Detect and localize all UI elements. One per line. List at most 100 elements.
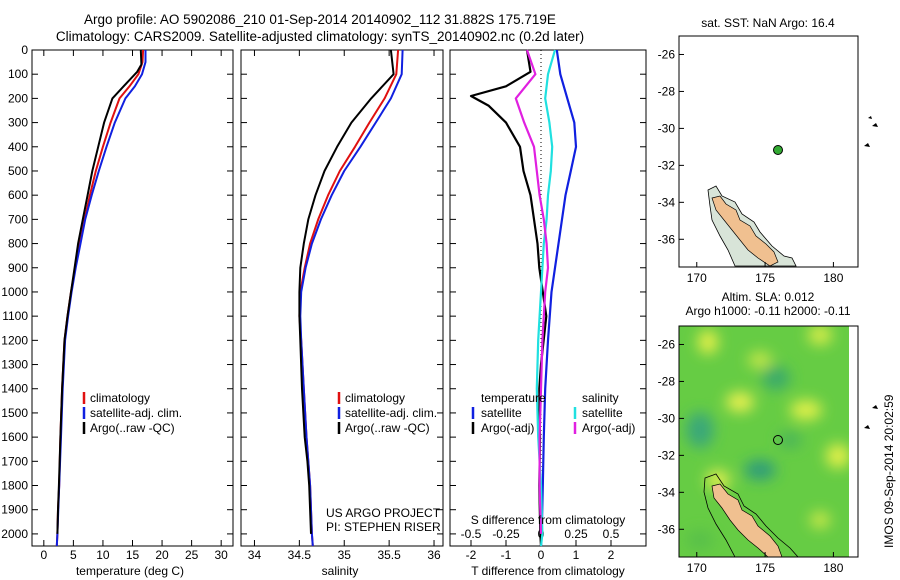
depth-tick-label: 500 [8,164,28,178]
salinity-legend: climatology satellite-adj. clim. Argo(..… [337,391,437,435]
map-lat-label: -32 [658,448,676,462]
map-lat-label: -36 [658,232,676,246]
x-tick-label: 35.5 [377,548,401,562]
x-tick-label: 30 [214,548,228,562]
legend-label-climatology: climatology [90,391,150,405]
s-tick-label: 0.25 [564,527,588,541]
difference-panel-frame [449,49,647,547]
x-tick-label: -1 [501,548,512,562]
pi-credit: PI: STEPHEN RISER [326,520,441,534]
sst-map: sat. SST: NaN Argo: 16.4 -26 -28 -30 -32 -34… [658,16,878,285]
altimetry-map: Altim. SLA: 0.012 Argo h1000: -0.11 h200… [658,290,878,575]
depth-tick-label: 0 [21,43,28,57]
x-tick-label: -2 [466,548,477,562]
difference-series [469,49,578,547]
x-tick-label: 5 [70,548,77,562]
map-lat-label: -34 [658,195,676,209]
depth-tick-label: 400 [8,140,28,154]
legend-label-satellite: satellite-adj. clim. [90,406,182,420]
legend-label-argo: Argo(..raw -QC) [90,421,175,435]
map-lat-label: -36 [658,522,676,536]
sst-map-land [711,195,779,267]
legend-label-climatology: climatology [345,391,405,405]
depth-tick-label: 1300 [1,358,28,372]
map-lon-label: 175 [755,561,775,575]
legend-label-t-argo: Argo(-adj) [481,421,534,435]
salinity-panel-frame [240,49,444,547]
series-line-salinity-argo-adj [514,49,550,534]
x-tick-label: 20 [155,548,169,562]
argo-float-marker [773,145,783,155]
map-lat-label: -30 [658,411,676,425]
depth-axis-ticks: 0 100 200 300 400 500 600 700 800 900 1000 1100 1200… [1,43,646,541]
legend-label-t-satellite: satellite [481,406,522,420]
depth-tick-label: 1400 [1,382,28,396]
series-line-argo-raw-qc [56,49,143,534]
legend-label-satellite: satellite-adj. clim. [345,406,437,420]
depth-tick-label: 2000 [1,527,28,541]
project-credit: US ARGO PROJECT [326,506,441,520]
sst-map-ticks: -26 -28 -30 -32 -34 -36 170 175 180 [658,47,844,285]
depth-tick-label: 1000 [1,285,28,299]
header-line-1: Argo profile: AO 5902086_210 01-Sep-2014… [84,12,556,27]
legend-label-s-satellite: satellite [582,406,623,420]
series-line-temperature-argo-adj [469,49,548,547]
altimetry-map-islands [864,405,878,429]
depth-tick-label: 1600 [1,430,28,444]
depth-tick-label: 1200 [1,333,28,347]
header-line-2: Climatology: CARS2009. Satellite-adjuste… [55,29,585,44]
sst-map-background [679,36,858,267]
x-tick-label: 1 [573,548,580,562]
difference-panel: -2 -1 0 1 2-0.5 -0.25 0 0.25 0.5 S difference fr… [449,49,647,578]
x-tick-label: 2 [608,548,615,562]
x-tick-label: 34 [248,548,262,562]
legend-head-salinity: salinity [582,391,619,405]
salinity-axis-label: salinity [322,564,359,578]
salinity-panel: 34 34.5 35 35.5 36 salinity climatology sate… [240,49,444,578]
salinity-axis-ticks: 34 34.5 35 35.5 36 [248,50,441,562]
sst-map-islands [864,116,878,147]
depth-tick-label: 200 [8,91,28,105]
s-tick-label: 0.5 [603,527,620,541]
altimetry-map-ticks: -26 -28 -30 -32 -34 -36 170 175 180 [658,337,844,575]
sst-map-title: sat. SST: NaN Argo: 16.4 [701,16,835,30]
temperature-panel-frame [31,49,234,547]
temperature-legend: climatology satellite-adj. clim. Argo(..… [82,391,182,435]
altimetry-map-shelf [703,473,799,557]
depth-tick-label: 1500 [1,406,28,420]
altimetry-map-title-2: Argo h1000: -0.11 h2000: -0.11 [685,304,850,318]
map-lat-label: -28 [658,374,676,388]
depth-tick-label: 1800 [1,479,28,493]
depth-tick-label: 900 [8,261,28,275]
temperature-axis-label: temperature (deg C) [76,564,184,578]
depth-tick-label: 300 [8,116,28,130]
legend-label-argo: Argo(..raw -QC) [345,421,430,435]
map-lon-label: 180 [823,561,843,575]
x-tick-label: 36 [427,548,441,562]
depth-tick-label: 700 [8,212,28,226]
timestamp: IMOS 09-Sep-2014 20:02:59 [882,394,896,548]
sst-map-frame [678,35,859,268]
map-lon-label: 180 [823,271,843,285]
temperature-panel: 0100200300400500600700800900100011001200… [1,43,646,578]
x-tick-label: 34.5 [288,548,312,562]
argo-float-marker-altimetry [773,435,783,445]
x-tick-label: 25 [185,548,199,562]
altimetry-map-frame [678,325,859,558]
series-line-argo-raw-qc [298,49,395,534]
depth-tick-label: 800 [8,237,28,251]
s-tick-label: -0.25 [492,527,520,541]
map-lon-label: 175 [755,271,775,285]
map-lon-label: 170 [687,271,707,285]
s-tick-label: -0.5 [461,527,482,541]
altimetry-map-land [711,483,783,557]
depth-tick-label: 1100 [2,309,28,323]
x-tick-label: 0 [538,548,545,562]
altimetry-map-title-1: Altim. SLA: 0.012 [722,290,815,304]
map-lat-label: -32 [658,158,676,172]
depth-tick-label: 100 [8,67,28,81]
x-tick-label: 15 [126,548,140,562]
t-difference-axis-label: T difference from climatology [471,564,625,578]
altimetry-field [679,326,849,557]
